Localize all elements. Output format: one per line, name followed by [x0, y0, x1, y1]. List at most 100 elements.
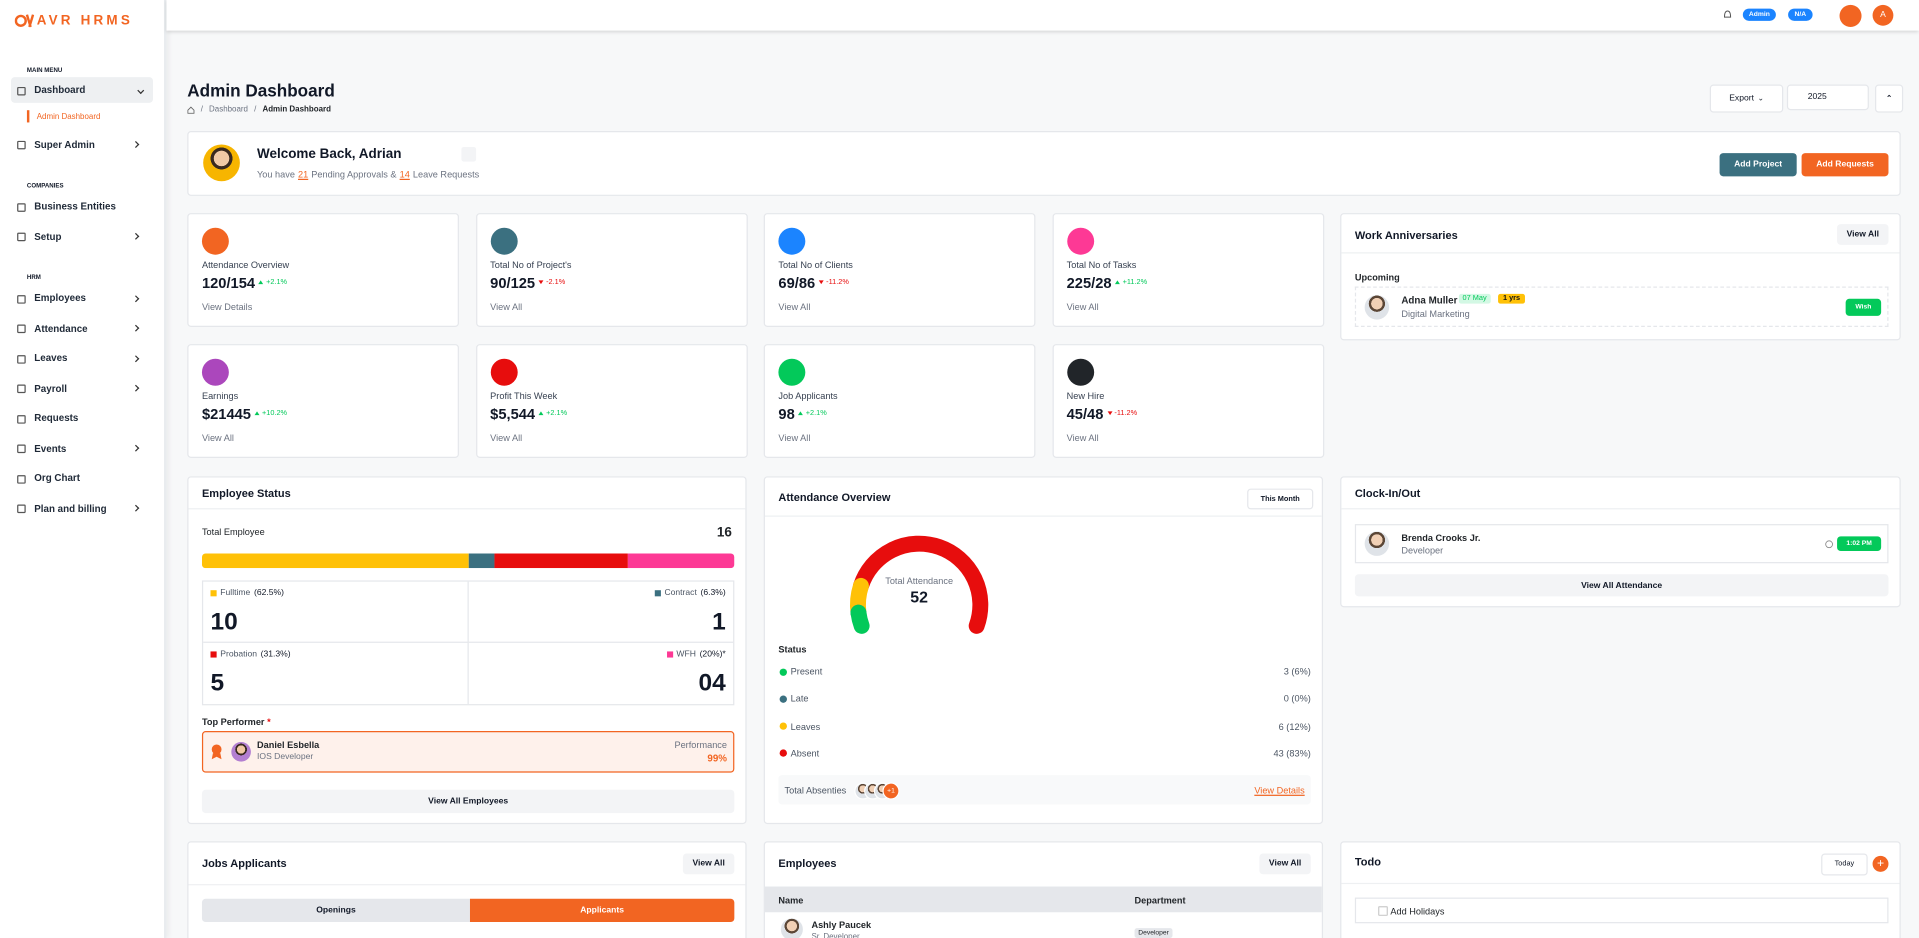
stat-link[interactable]: View All	[778, 432, 811, 444]
menu-item[interactable]: Employees	[0, 283, 164, 313]
period-button[interactable]: This Month	[1247, 488, 1314, 510]
employees-card: Employees View All Name Department Ashly…	[763, 841, 1324, 938]
today-button[interactable]: Today	[1821, 853, 1868, 876]
view-details-link[interactable]: View Details	[1254, 784, 1305, 796]
total-value: 16	[716, 525, 732, 541]
status-count: 1	[712, 608, 726, 636]
stat-link[interactable]: View All	[1066, 301, 1099, 313]
view-all-button[interactable]: View All	[1259, 853, 1311, 875]
status-row: Leaves 6 (12%)	[778, 721, 1311, 733]
stat-card: Job Applicants 98 +2.1% View All	[763, 344, 1036, 458]
collapse-icon: ⌃	[1886, 95, 1893, 103]
status-dot[interactable]	[1839, 4, 1862, 27]
more-absentees[interactable]: +1	[882, 782, 900, 800]
stat-change: -11.2%	[1114, 410, 1138, 418]
role-badge[interactable]: N/A	[1788, 8, 1813, 21]
stat-card: Earnings $21445 +10.2% View All	[187, 344, 459, 458]
menu-item[interactable]: Payroll	[0, 373, 164, 403]
breadcrumb: / Dashboard / Admin Dashboard	[187, 105, 331, 114]
stat-card: Total No of Clients 69/86 -11.2% View All	[763, 213, 1036, 327]
edit-button[interactable]	[461, 146, 477, 162]
stat-card: Profit This Week $5,544 +2.1% View All	[475, 344, 748, 458]
menu-item[interactable]: Plan and billing	[0, 493, 164, 523]
stat-change: -2.1%	[546, 279, 566, 287]
menu-label: Attendance	[34, 322, 88, 334]
tab-active[interactable]: Applicants	[469, 898, 735, 923]
employee-role: Sr. Developer	[811, 933, 860, 938]
wish-button[interactable]: Wish	[1845, 298, 1882, 316]
menu-item[interactable]: Super Admin	[0, 130, 164, 160]
stat-link[interactable]: View All	[201, 432, 234, 444]
stat-value: 45/48	[1066, 405, 1104, 423]
view-all-employees-button[interactable]: View All Employees	[201, 789, 735, 814]
chevron	[132, 233, 140, 241]
status-dot	[779, 695, 787, 703]
stat-row: 69/86 -11.2%	[778, 274, 849, 291]
date-badge: 07 May	[1458, 293, 1491, 304]
chevron	[132, 445, 140, 452]
view-all-button[interactable]: View All	[682, 853, 735, 875]
person-name: Adna Muller	[1401, 295, 1458, 307]
tab[interactable]: Openings	[201, 898, 470, 923]
brand-name: AVR HRMS	[36, 13, 133, 29]
stat-icon	[778, 358, 806, 386]
status-grid: Fulltime (62.5%) 10 Contract (6.3%) 1 Probatio…	[201, 580, 735, 706]
leave-count[interactable]: 14	[399, 168, 410, 181]
employee-avatar	[780, 918, 803, 938]
view-all-attendance-button[interactable]: View All Attendance	[1354, 574, 1889, 597]
menu-item[interactable]: Events	[0, 433, 164, 463]
menu-item[interactable]: Attendance	[0, 313, 164, 343]
checkbox[interactable]	[1378, 906, 1388, 916]
stat-link[interactable]: View All	[778, 301, 811, 313]
menu-item[interactable]: Dashboard	[11, 77, 153, 103]
stat-link[interactable]: View Details	[201, 301, 253, 313]
stat-change: +2.1%	[805, 410, 827, 418]
menu-item[interactable]: Setup	[0, 222, 164, 252]
menu-item[interactable]: Leaves	[0, 343, 164, 373]
status-name: Late	[790, 693, 809, 705]
stat-label: Attendance Overview	[201, 259, 290, 271]
divider	[1341, 508, 1900, 510]
bell-icon[interactable]	[1723, 10, 1732, 20]
stat-row: $5,544 +2.1%	[490, 405, 567, 422]
divider	[188, 508, 746, 510]
add-project-button[interactable]: Add Project	[1719, 153, 1797, 177]
stat-row: 225/28 +11.2%	[1067, 274, 1148, 291]
year-picker[interactable]: 2025	[1786, 84, 1869, 111]
employee-name[interactable]: Ashly Paucek	[811, 919, 872, 931]
legend-pct: (31.3%)	[260, 650, 291, 659]
table-header: Name Department	[764, 886, 1322, 913]
add-todo-button[interactable]: +	[1872, 855, 1889, 872]
status-legend: Contract (6.3%)	[654, 589, 726, 598]
stat-link[interactable]: View All	[490, 301, 523, 313]
pending-count[interactable]: 21	[298, 168, 309, 181]
home-icon[interactable]	[187, 105, 195, 114]
legend-swatch	[210, 590, 217, 597]
menu-item[interactable]: Org Chart	[0, 463, 164, 493]
view-all-button[interactable]: View All	[1837, 224, 1889, 245]
status-name: Absent	[790, 748, 820, 760]
stat-row: 90/125 -2.1%	[490, 274, 565, 291]
role-badge[interactable]: Admin	[1742, 8, 1776, 21]
stat-link[interactable]: View All	[1066, 432, 1099, 444]
stat-link[interactable]: View All	[490, 432, 523, 444]
menu-item[interactable]: Business Entities	[0, 192, 164, 222]
menu-item[interactable]: Requests	[0, 403, 164, 433]
chevron	[132, 505, 140, 512]
export-button[interactable]: Export ⌄	[1709, 84, 1784, 113]
brand-logo	[14, 14, 35, 28]
status-row: Late 0 (0%)	[778, 693, 1311, 705]
award-icon	[211, 744, 222, 760]
stat-value: 69/86	[778, 274, 816, 292]
collapse-button[interactable]: ⌃	[1875, 84, 1904, 113]
breadcrumb-item[interactable]: Dashboard	[209, 105, 248, 114]
stat-card: Attendance Overview 120/154 +2.1% View Deta…	[187, 213, 459, 327]
status-count: 10	[210, 608, 238, 636]
menu-label: Payroll	[34, 382, 67, 394]
user-avatar[interactable]: A	[1872, 4, 1894, 26]
jobs-card: Jobs Applicants View All Openings Applic…	[187, 841, 747, 938]
submenu-item[interactable]: Admin Dashboard	[0, 103, 164, 130]
welcome-avatar	[203, 144, 240, 182]
add-requests-button[interactable]: Add Requests	[1801, 153, 1889, 177]
